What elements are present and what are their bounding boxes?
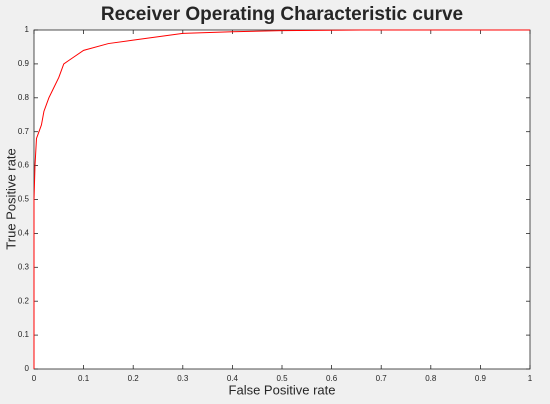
x-tick-label: 0 xyxy=(32,374,37,383)
x-tick-label: 0.6 xyxy=(326,374,338,383)
y-tick-label: 0.6 xyxy=(18,161,30,170)
y-tick-label: 0.8 xyxy=(18,93,30,102)
x-tick-label: 0.5 xyxy=(276,374,288,383)
y-tick-label: 0.9 xyxy=(18,59,30,68)
y-tick-label: 0.5 xyxy=(18,195,30,204)
x-tick-label: 0.4 xyxy=(227,374,239,383)
y-tick-label: 0.2 xyxy=(18,296,30,305)
y-axis-label: True Positive rate xyxy=(3,148,18,249)
x-tick-label: 0.7 xyxy=(376,374,388,383)
x-tick-label: 0.9 xyxy=(475,374,487,383)
x-tick-label: 0.2 xyxy=(128,374,140,383)
x-tick-label: 0.3 xyxy=(177,374,189,383)
y-tick-label: 0.7 xyxy=(18,127,30,136)
plot-area xyxy=(33,29,531,370)
y-tick-label: 1 xyxy=(25,25,30,34)
y-tick-label: 0.4 xyxy=(18,229,30,238)
x-tick-label: 0.8 xyxy=(425,374,437,383)
y-tick-label: 0 xyxy=(25,364,30,373)
chart-title: Receiver Operating Characteristic curve xyxy=(101,4,463,25)
y-tick-label: 0.3 xyxy=(18,262,30,271)
x-axis-label: False Positive rate xyxy=(229,382,336,397)
x-tick-label: 0.1 xyxy=(78,374,90,383)
y-tick-label: 0.1 xyxy=(18,330,30,339)
roc-curve xyxy=(33,29,530,369)
x-tick-label: 1 xyxy=(528,374,533,383)
